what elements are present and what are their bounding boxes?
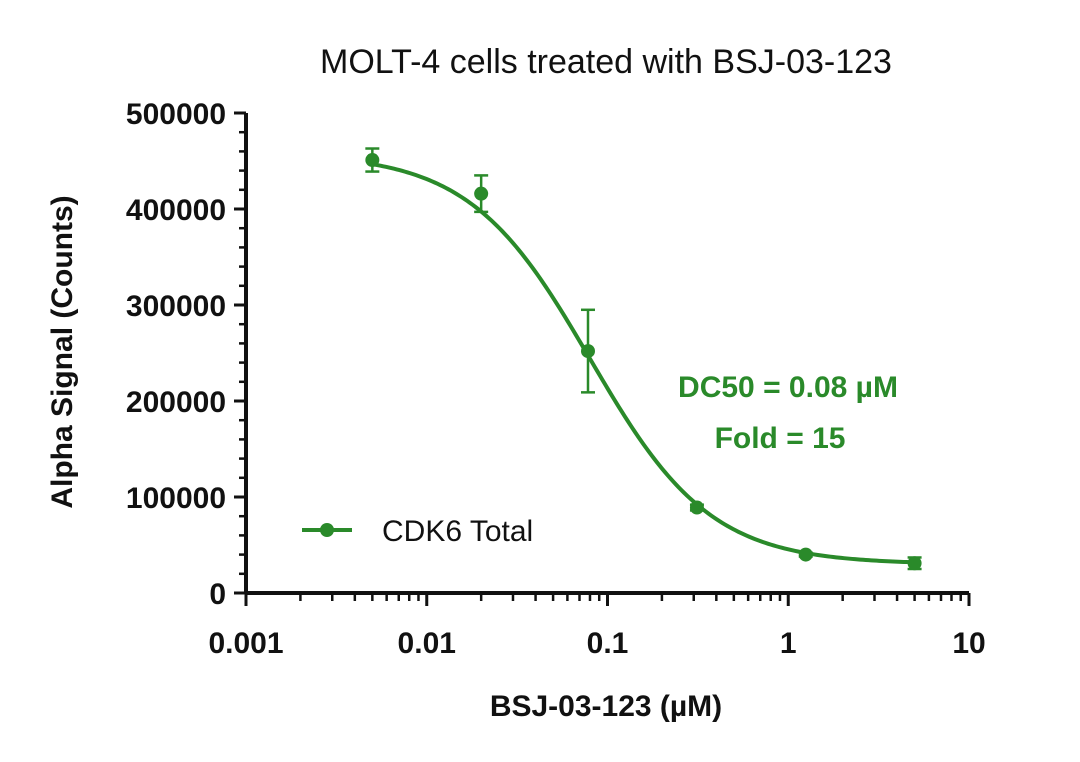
- data-point-group: [580, 308, 595, 394]
- legend-label: CDK6 Total: [382, 515, 533, 548]
- y-tick-label: 100000: [126, 482, 226, 515]
- data-point: [474, 186, 489, 201]
- axes: 0 100000 200000 300000 400000 500000 0.001 0.01…: [126, 98, 986, 660]
- y-axis-label: Alpha Signal (Counts): [46, 195, 79, 508]
- data-points-layer: [365, 147, 922, 571]
- fold-annotation: Fold = 15: [715, 422, 846, 455]
- fit-curve-layer: [371, 162, 915, 565]
- y-tick-label: 500000: [126, 98, 226, 131]
- x-tick-label: 0.01: [398, 627, 456, 660]
- data-point-group: [474, 174, 489, 214]
- data-point: [365, 153, 380, 168]
- legend-marker: [320, 523, 334, 537]
- data-point-group: [798, 547, 813, 562]
- data-point-group: [907, 556, 922, 571]
- chart-title: MOLT-4 cells treated with BSJ-03-123: [320, 43, 892, 81]
- data-point: [689, 500, 704, 515]
- y-tick-label: 300000: [126, 290, 226, 323]
- dc50-annotation: DC50 = 0.08 µM: [678, 371, 898, 404]
- y-tick-label: 200000: [126, 386, 226, 419]
- data-point: [580, 344, 595, 359]
- legend: CDK6 Total: [302, 515, 533, 548]
- data-point-group: [365, 147, 380, 173]
- x-tick-label: 1: [780, 627, 797, 660]
- y-tick-label: 400000: [126, 194, 226, 227]
- data-point: [907, 556, 922, 571]
- data-point: [798, 547, 813, 562]
- x-tick-label: 0.001: [208, 627, 283, 660]
- x-axis-label: BSJ-03-123 (µM): [490, 690, 722, 723]
- y-tick-label: 0: [209, 578, 226, 611]
- x-tick-label: 10: [952, 627, 985, 660]
- x-tick-label: 0.1: [587, 627, 629, 660]
- data-point-group: [689, 500, 704, 515]
- fit-curve: [371, 162, 915, 565]
